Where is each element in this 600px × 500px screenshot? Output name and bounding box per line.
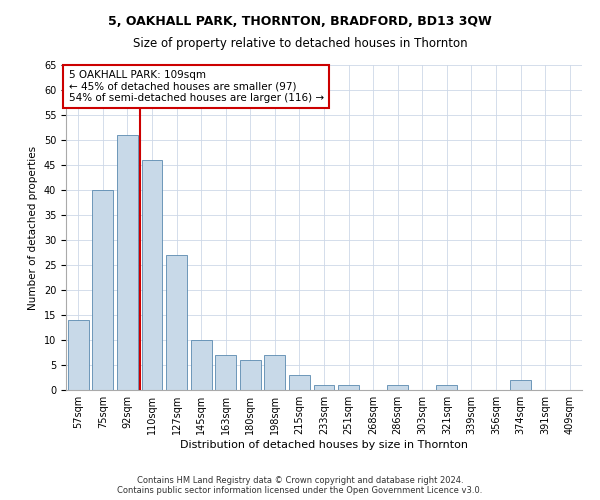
Bar	[289, 375, 310, 390]
Text: Size of property relative to detached houses in Thornton: Size of property relative to detached ho…	[133, 38, 467, 51]
Text: Contains HM Land Registry data © Crown copyright and database right 2024.
Contai: Contains HM Land Registry data © Crown c…	[118, 476, 482, 495]
Bar	[117, 135, 138, 390]
Y-axis label: Number of detached properties: Number of detached properties	[28, 146, 38, 310]
X-axis label: Distribution of detached houses by size in Thornton: Distribution of detached houses by size …	[180, 440, 468, 450]
Text: 5, OAKHALL PARK, THORNTON, BRADFORD, BD13 3QW: 5, OAKHALL PARK, THORNTON, BRADFORD, BD1…	[108, 15, 492, 28]
Bar	[68, 320, 89, 390]
Bar	[142, 160, 163, 390]
Bar	[387, 385, 408, 390]
Text: 5 OAKHALL PARK: 109sqm
← 45% of detached houses are smaller (97)
54% of semi-det: 5 OAKHALL PARK: 109sqm ← 45% of detached…	[68, 70, 324, 103]
Bar	[510, 380, 531, 390]
Bar	[338, 385, 359, 390]
Bar	[314, 385, 334, 390]
Bar	[191, 340, 212, 390]
Bar	[166, 255, 187, 390]
Bar	[92, 190, 113, 390]
Bar	[436, 385, 457, 390]
Bar	[215, 355, 236, 390]
Bar	[240, 360, 261, 390]
Bar	[265, 355, 286, 390]
